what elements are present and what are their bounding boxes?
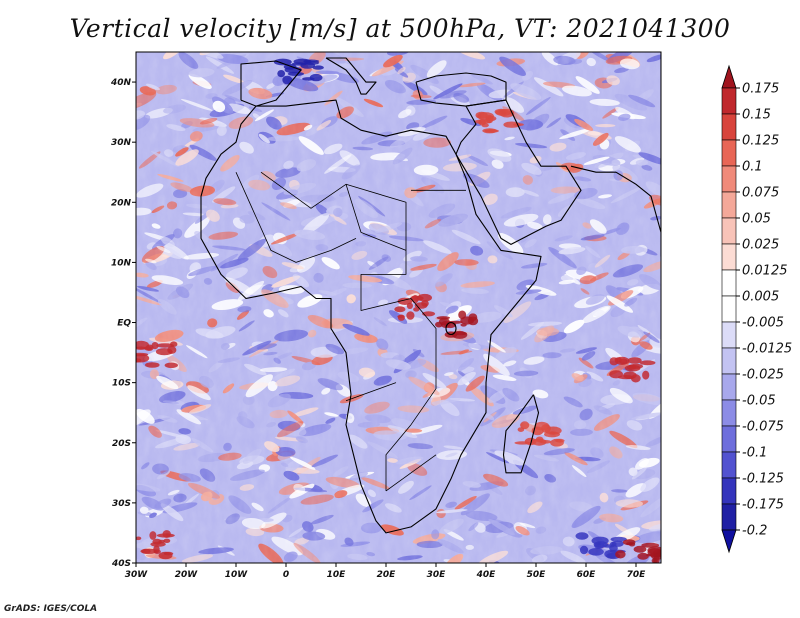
- lat-tick-label: 10N: [111, 258, 132, 268]
- colorbar-label: -0.05: [742, 394, 776, 409]
- lon-tick-label: 70E: [627, 570, 647, 580]
- colorbar-segment: [721, 217, 737, 245]
- colorbar-label: 0.15: [742, 108, 771, 123]
- coastline-layer: [200, 52, 661, 534]
- lon-tick-label: 20W: [175, 570, 199, 580]
- colorbar-arrow-bottom: [721, 529, 737, 554]
- map-title: Vertical velocity [m/s] at 500hPa, VT: 2…: [69, 14, 731, 43]
- colorbar-label: -0.1: [742, 446, 767, 461]
- south-asia-coastline: [570, 165, 616, 173]
- lon-tick-label: 60E: [577, 570, 597, 580]
- colorbar-label: 0.005: [742, 290, 779, 305]
- colorbar-label: -0.175: [742, 498, 784, 513]
- map-panel: [136, 52, 661, 563]
- lat-tick-label: 10S: [112, 379, 131, 389]
- anatolia-coastline: [415, 72, 507, 107]
- lon-tick-label: 10W: [225, 570, 249, 580]
- lat-tick-label: EQ: [117, 319, 131, 329]
- lat-tick-label: 20S: [112, 439, 131, 449]
- colorbar-label: 0.125: [742, 134, 779, 149]
- colorbar-segment: [721, 321, 737, 349]
- lon-tick-label: 50E: [527, 570, 547, 580]
- africa-coastline: [200, 99, 542, 534]
- iberia-coastline: [240, 60, 302, 107]
- colorbar-segment: [721, 399, 737, 427]
- colorbar-segment: [721, 477, 737, 505]
- lat-tick-label: 30S: [112, 499, 131, 509]
- texture-overlay: [136, 52, 661, 563]
- colorbar-segment: [721, 87, 737, 115]
- lon-tick-label: 10E: [327, 570, 347, 580]
- border-line: [345, 184, 407, 251]
- colorbar-label: 0.025: [742, 238, 779, 253]
- colorbar-segment: [721, 425, 737, 453]
- border-line: [235, 172, 357, 263]
- colorbar-label: -0.2: [742, 524, 767, 539]
- colorbar-label: -0.005: [742, 316, 784, 331]
- italy-coastline: [325, 57, 377, 95]
- lon-tick-label: 20E: [377, 570, 397, 580]
- colorbar-segment: [721, 191, 737, 219]
- colorbar-label: 0.1: [742, 160, 763, 175]
- madagascar-coastline: [502, 394, 540, 474]
- colorbar-segment: [721, 139, 737, 167]
- colorbar-segment: [721, 373, 737, 401]
- colorbar-segment: [721, 347, 737, 375]
- colorbar-segment: [721, 451, 737, 479]
- lat-tick-label: 20N: [111, 198, 132, 208]
- colorbar-label: 0.075: [742, 186, 779, 201]
- border-line: [385, 454, 437, 492]
- credit-text: GrADS: IGES/COLA: [4, 604, 98, 614]
- colorbar-segment: [721, 165, 737, 193]
- lat-tick-label: 30N: [111, 138, 132, 148]
- colorbar-segment: [721, 113, 737, 141]
- lake-victoria: [445, 321, 457, 336]
- colorbar-label: 0.05: [742, 212, 771, 227]
- colorbar-segment: [721, 269, 737, 297]
- lon-tick-label: 30E: [427, 570, 447, 580]
- border-line: [345, 382, 397, 402]
- colorbar-label: -0.125: [742, 472, 784, 487]
- colorbar-arrow-top: [721, 64, 737, 89]
- colorbar-segment: [721, 243, 737, 271]
- lon-tick-label: 30W: [125, 570, 149, 580]
- colorbar-label: 0.0125: [742, 264, 788, 279]
- lon-tick-label: 0: [283, 570, 289, 580]
- colorbar-segment: [721, 295, 737, 323]
- axis-ticks: 30W 20W 10W 0 10E 20E 30E 40E 50E 60E 70E 40N 30N 20N…: [110, 78, 646, 580]
- colorbar-segment: [721, 503, 737, 531]
- colorbar-label: -0.025: [742, 368, 784, 383]
- arabia-coastline: [455, 99, 582, 245]
- map-frame: [135, 51, 662, 564]
- lat-tick-label: 40N: [110, 78, 132, 88]
- colorbar: 0.175 0.15 0.125 0.1 0.075 0.05 0.025 0.0125 0.0…: [721, 64, 792, 554]
- colorbar-label: 0.175: [742, 82, 779, 97]
- colorbar-label: -0.0125: [742, 342, 792, 357]
- india-coastline: [615, 52, 661, 257]
- lat-tick-label: 40S: [111, 559, 131, 569]
- colorbar-label: -0.075: [742, 420, 784, 435]
- lon-tick-label: 40E: [476, 570, 497, 580]
